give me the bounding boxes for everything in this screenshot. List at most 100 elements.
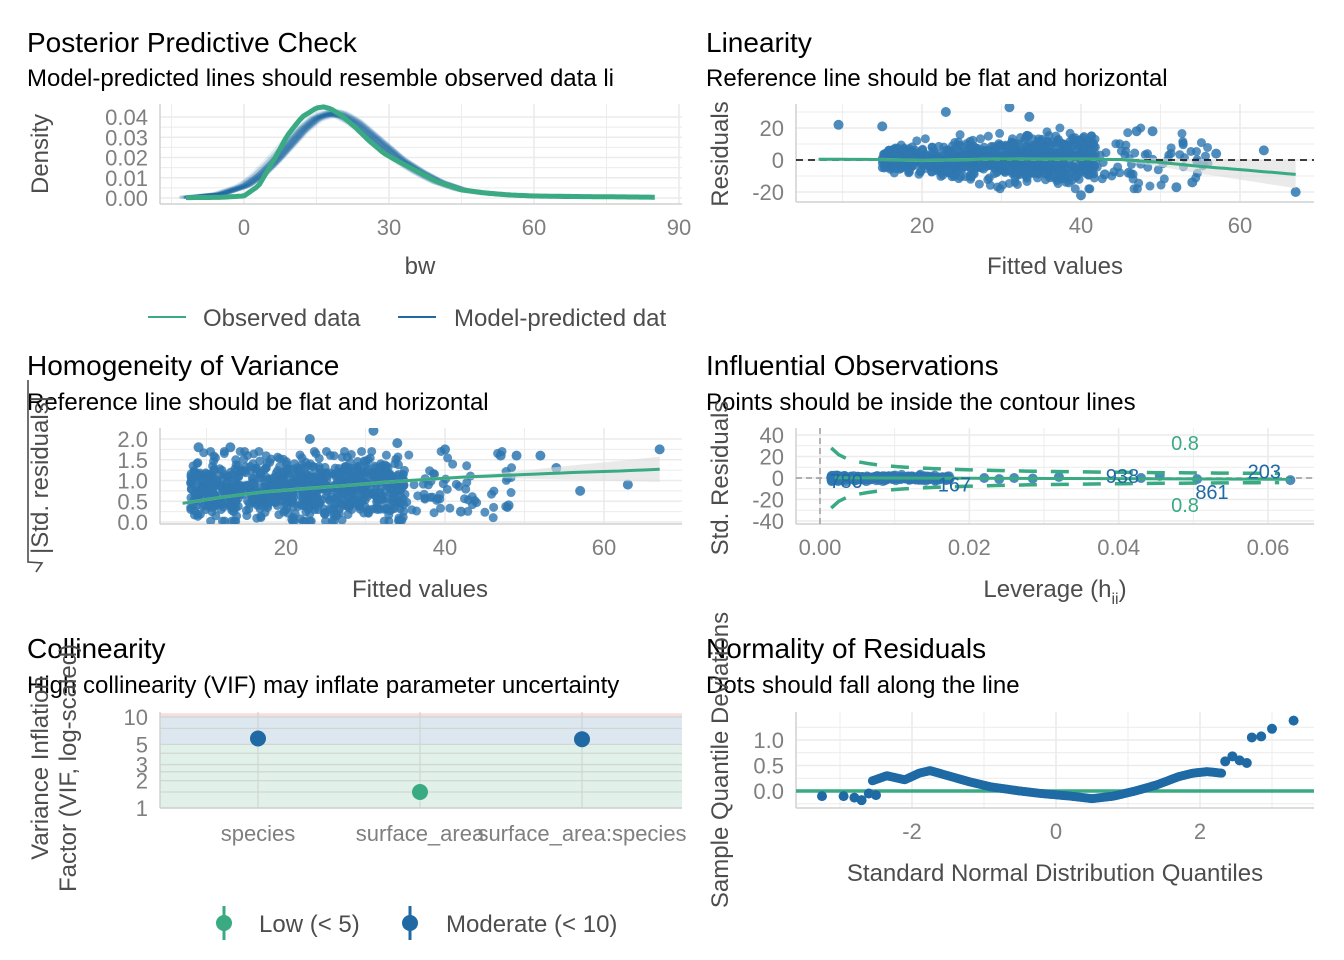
residual-point — [983, 147, 993, 157]
residual-point — [929, 150, 939, 160]
x-tick-label: 0 — [1050, 819, 1062, 844]
qq-points — [796, 715, 1314, 806]
axis-ticks: -2 0 2 0.00.51.0 — [753, 728, 1206, 844]
residual-point — [952, 162, 962, 172]
std-residual-point — [443, 453, 453, 463]
std-residual-point — [495, 450, 506, 461]
residual-point — [1079, 146, 1089, 156]
std-residual-point — [332, 497, 342, 507]
residual-point — [974, 161, 984, 171]
std-residual-point — [297, 453, 307, 463]
std-residual-point — [281, 457, 291, 467]
x-axis-label: Fitted values — [987, 253, 1123, 280]
std-residual-point — [222, 472, 232, 482]
std-residual-point — [429, 508, 439, 518]
vif-points — [250, 730, 590, 800]
std-residual-point — [204, 478, 214, 488]
axis-ticks: 20 40 60 -20 0 20 — [752, 116, 1252, 238]
x-tick-label: 0.04 — [1097, 535, 1140, 560]
residual-point — [1187, 177, 1198, 188]
y-tick-label: 1 — [136, 796, 148, 821]
std-residual-point — [219, 449, 229, 459]
std-residual-point — [399, 506, 409, 516]
residual-point — [966, 172, 976, 182]
residual-point — [1058, 141, 1068, 151]
panel-posterior-predictive-check: Posterior Predictive Check Model-predict… — [27, 27, 691, 332]
residual-point — [997, 164, 1007, 174]
residual-point — [1081, 166, 1091, 176]
std-residual-point — [506, 488, 516, 498]
residual-point — [1177, 129, 1187, 139]
std-residual-point — [316, 469, 326, 479]
std-residual-point — [262, 501, 272, 511]
y-tick-label: 20 — [760, 116, 784, 141]
residual-point — [975, 134, 985, 144]
std-residual-point — [239, 466, 249, 476]
residual-point — [995, 128, 1005, 138]
residual-point — [918, 145, 928, 155]
qq-point — [838, 791, 849, 802]
residual-point — [1070, 184, 1080, 194]
residual-point — [1258, 145, 1269, 156]
std-residual-point — [195, 470, 205, 480]
residual-point — [1089, 139, 1099, 149]
y-tick-label: 0.02 — [105, 146, 148, 171]
cooks-contour-upper — [830, 446, 1280, 476]
x-tick-label: surface_area:species — [477, 821, 686, 846]
std-residual-point — [507, 463, 517, 473]
panel-subtitle: Reference line should be flat and horizo… — [27, 389, 489, 416]
residual-point — [1055, 123, 1065, 133]
axis-ticks: 20 40 60 0.00.51.01.52.0 — [117, 427, 616, 560]
residual-point — [1019, 164, 1029, 174]
panel-collinearity: Collinearity High collinearity (VIF) may… — [27, 633, 687, 940]
y-tick-label: -20 — [752, 180, 784, 205]
residual-point — [1051, 131, 1061, 141]
std-residual-point — [270, 498, 280, 508]
y-tick-label: 40 — [760, 423, 784, 448]
residual-point — [1113, 162, 1123, 172]
qq-point — [1241, 757, 1252, 768]
std-residual-point — [262, 458, 272, 468]
std-residual-point — [186, 505, 196, 515]
vif-band — [160, 717, 682, 745]
panel-subtitle: Points should be inside the contour line… — [706, 389, 1136, 416]
std-residual-point — [503, 500, 514, 511]
std-residual-point — [385, 484, 395, 494]
point-labels: 0.8 0.8 780 167 938 203 861 — [829, 433, 1281, 517]
x-tick-label: 40 — [1069, 213, 1093, 238]
std-residual-point — [289, 516, 299, 524]
residual-point — [995, 184, 1005, 194]
panel-subtitle: Model-predicted lines should resemble ob… — [27, 65, 614, 92]
y-tick-label: 5 — [136, 732, 148, 757]
predicted-density-line — [183, 112, 580, 199]
residual-point — [1211, 148, 1222, 159]
std-residual-point — [363, 455, 373, 465]
qq-point — [1246, 732, 1257, 743]
residual-point — [940, 107, 951, 117]
residual-point — [1111, 139, 1121, 149]
std-residual-point — [340, 462, 350, 472]
y-axis-label: Density — [27, 114, 54, 194]
residual-point — [1034, 145, 1044, 155]
std-residual-point — [429, 468, 439, 478]
panel-title: Posterior Predictive Check — [27, 27, 358, 58]
y-axis-label-line1: Variance Inflation — [27, 676, 54, 860]
residual-point — [937, 166, 947, 176]
residual-point — [911, 151, 921, 161]
std-residual-point — [211, 511, 221, 521]
std-residual-point — [209, 451, 219, 461]
y-tick-label: 0.0 — [753, 779, 784, 804]
legend-label-low: Low (< 5) — [259, 911, 360, 938]
legend-label-moderate: Moderate (< 10) — [446, 911, 617, 938]
residual-point — [1042, 127, 1052, 137]
std-residual-point — [354, 468, 364, 478]
std-residual-point — [285, 472, 295, 482]
y-tick-label: 2.0 — [117, 427, 148, 452]
smooth-line — [182, 467, 660, 505]
std-residual-point — [419, 489, 429, 499]
legend: Observed data Model-predicted dat — [148, 305, 666, 332]
std-residual-point — [220, 516, 230, 524]
std-residual-point — [432, 495, 442, 505]
std-residual-point — [192, 459, 202, 469]
